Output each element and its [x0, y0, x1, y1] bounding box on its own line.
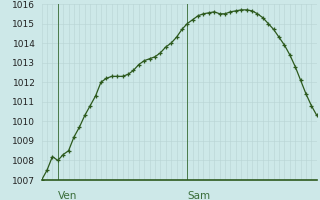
Text: Sam: Sam	[187, 191, 211, 200]
Text: Ven: Ven	[58, 191, 77, 200]
